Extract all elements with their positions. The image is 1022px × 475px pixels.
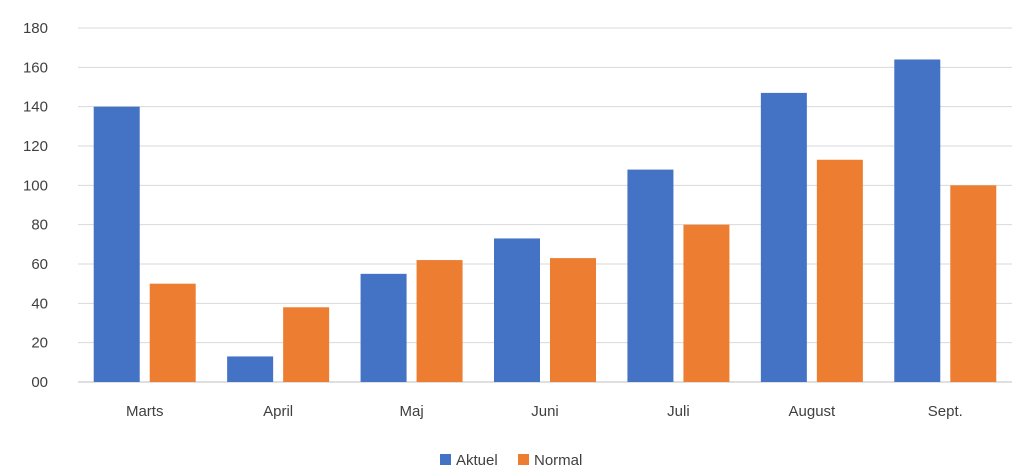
bar-aktuel-sept bbox=[894, 59, 941, 382]
bar-normal-sept bbox=[950, 185, 997, 382]
x-tick-label: August bbox=[789, 403, 837, 420]
y-tick-label: 60 bbox=[31, 256, 48, 273]
y-tick-label: 140 bbox=[23, 99, 48, 116]
x-tick-label: April bbox=[263, 403, 293, 420]
gridlines bbox=[78, 27, 1012, 383]
bar-aktuel-juli bbox=[627, 169, 674, 382]
bar-normal-maj bbox=[416, 260, 463, 382]
bar-aktuel-maj bbox=[360, 273, 407, 382]
bar-aktuel-marts bbox=[93, 106, 140, 383]
y-tick-label: 20 bbox=[31, 335, 48, 352]
bar-aktuel-april bbox=[227, 356, 274, 382]
x-tick-label: Juli bbox=[667, 403, 690, 420]
y-tick-label: 160 bbox=[23, 59, 48, 76]
x-tick-label: Sept. bbox=[928, 403, 963, 420]
legend-label-aktuel: Aktuel bbox=[456, 452, 498, 469]
y-axis: 00 20 40 60 80 100 120 140 160 180 bbox=[23, 20, 48, 391]
bar-aktuel-juni bbox=[494, 238, 540, 382]
x-tick-label: Maj bbox=[399, 403, 423, 420]
y-tick-label: 180 bbox=[23, 20, 48, 37]
y-tick-label: 120 bbox=[23, 138, 48, 155]
bar-normal-april bbox=[283, 307, 330, 382]
x-tick-label: Juni bbox=[531, 403, 559, 420]
x-axis: Marts April Maj Juni Juli August Sept. bbox=[126, 403, 963, 420]
y-tick-label: 00 bbox=[31, 374, 48, 391]
y-tick-label: 40 bbox=[31, 295, 48, 312]
legend-swatch-normal bbox=[518, 454, 529, 465]
bar-normal-marts bbox=[149, 283, 196, 382]
legend-label-normal: Normal bbox=[534, 452, 582, 469]
y-tick-label: 80 bbox=[31, 217, 48, 234]
legend-swatch-aktuel bbox=[440, 454, 451, 465]
bar-aktuel-august bbox=[760, 92, 807, 383]
bar-normal-juni bbox=[550, 258, 596, 382]
bar-normal-august bbox=[816, 159, 863, 382]
bars bbox=[93, 59, 997, 383]
bar-normal-juli bbox=[683, 224, 730, 382]
y-tick-label: 100 bbox=[23, 177, 48, 194]
legend: Aktuel Normal bbox=[440, 452, 582, 469]
x-tick-label: Marts bbox=[126, 403, 164, 420]
